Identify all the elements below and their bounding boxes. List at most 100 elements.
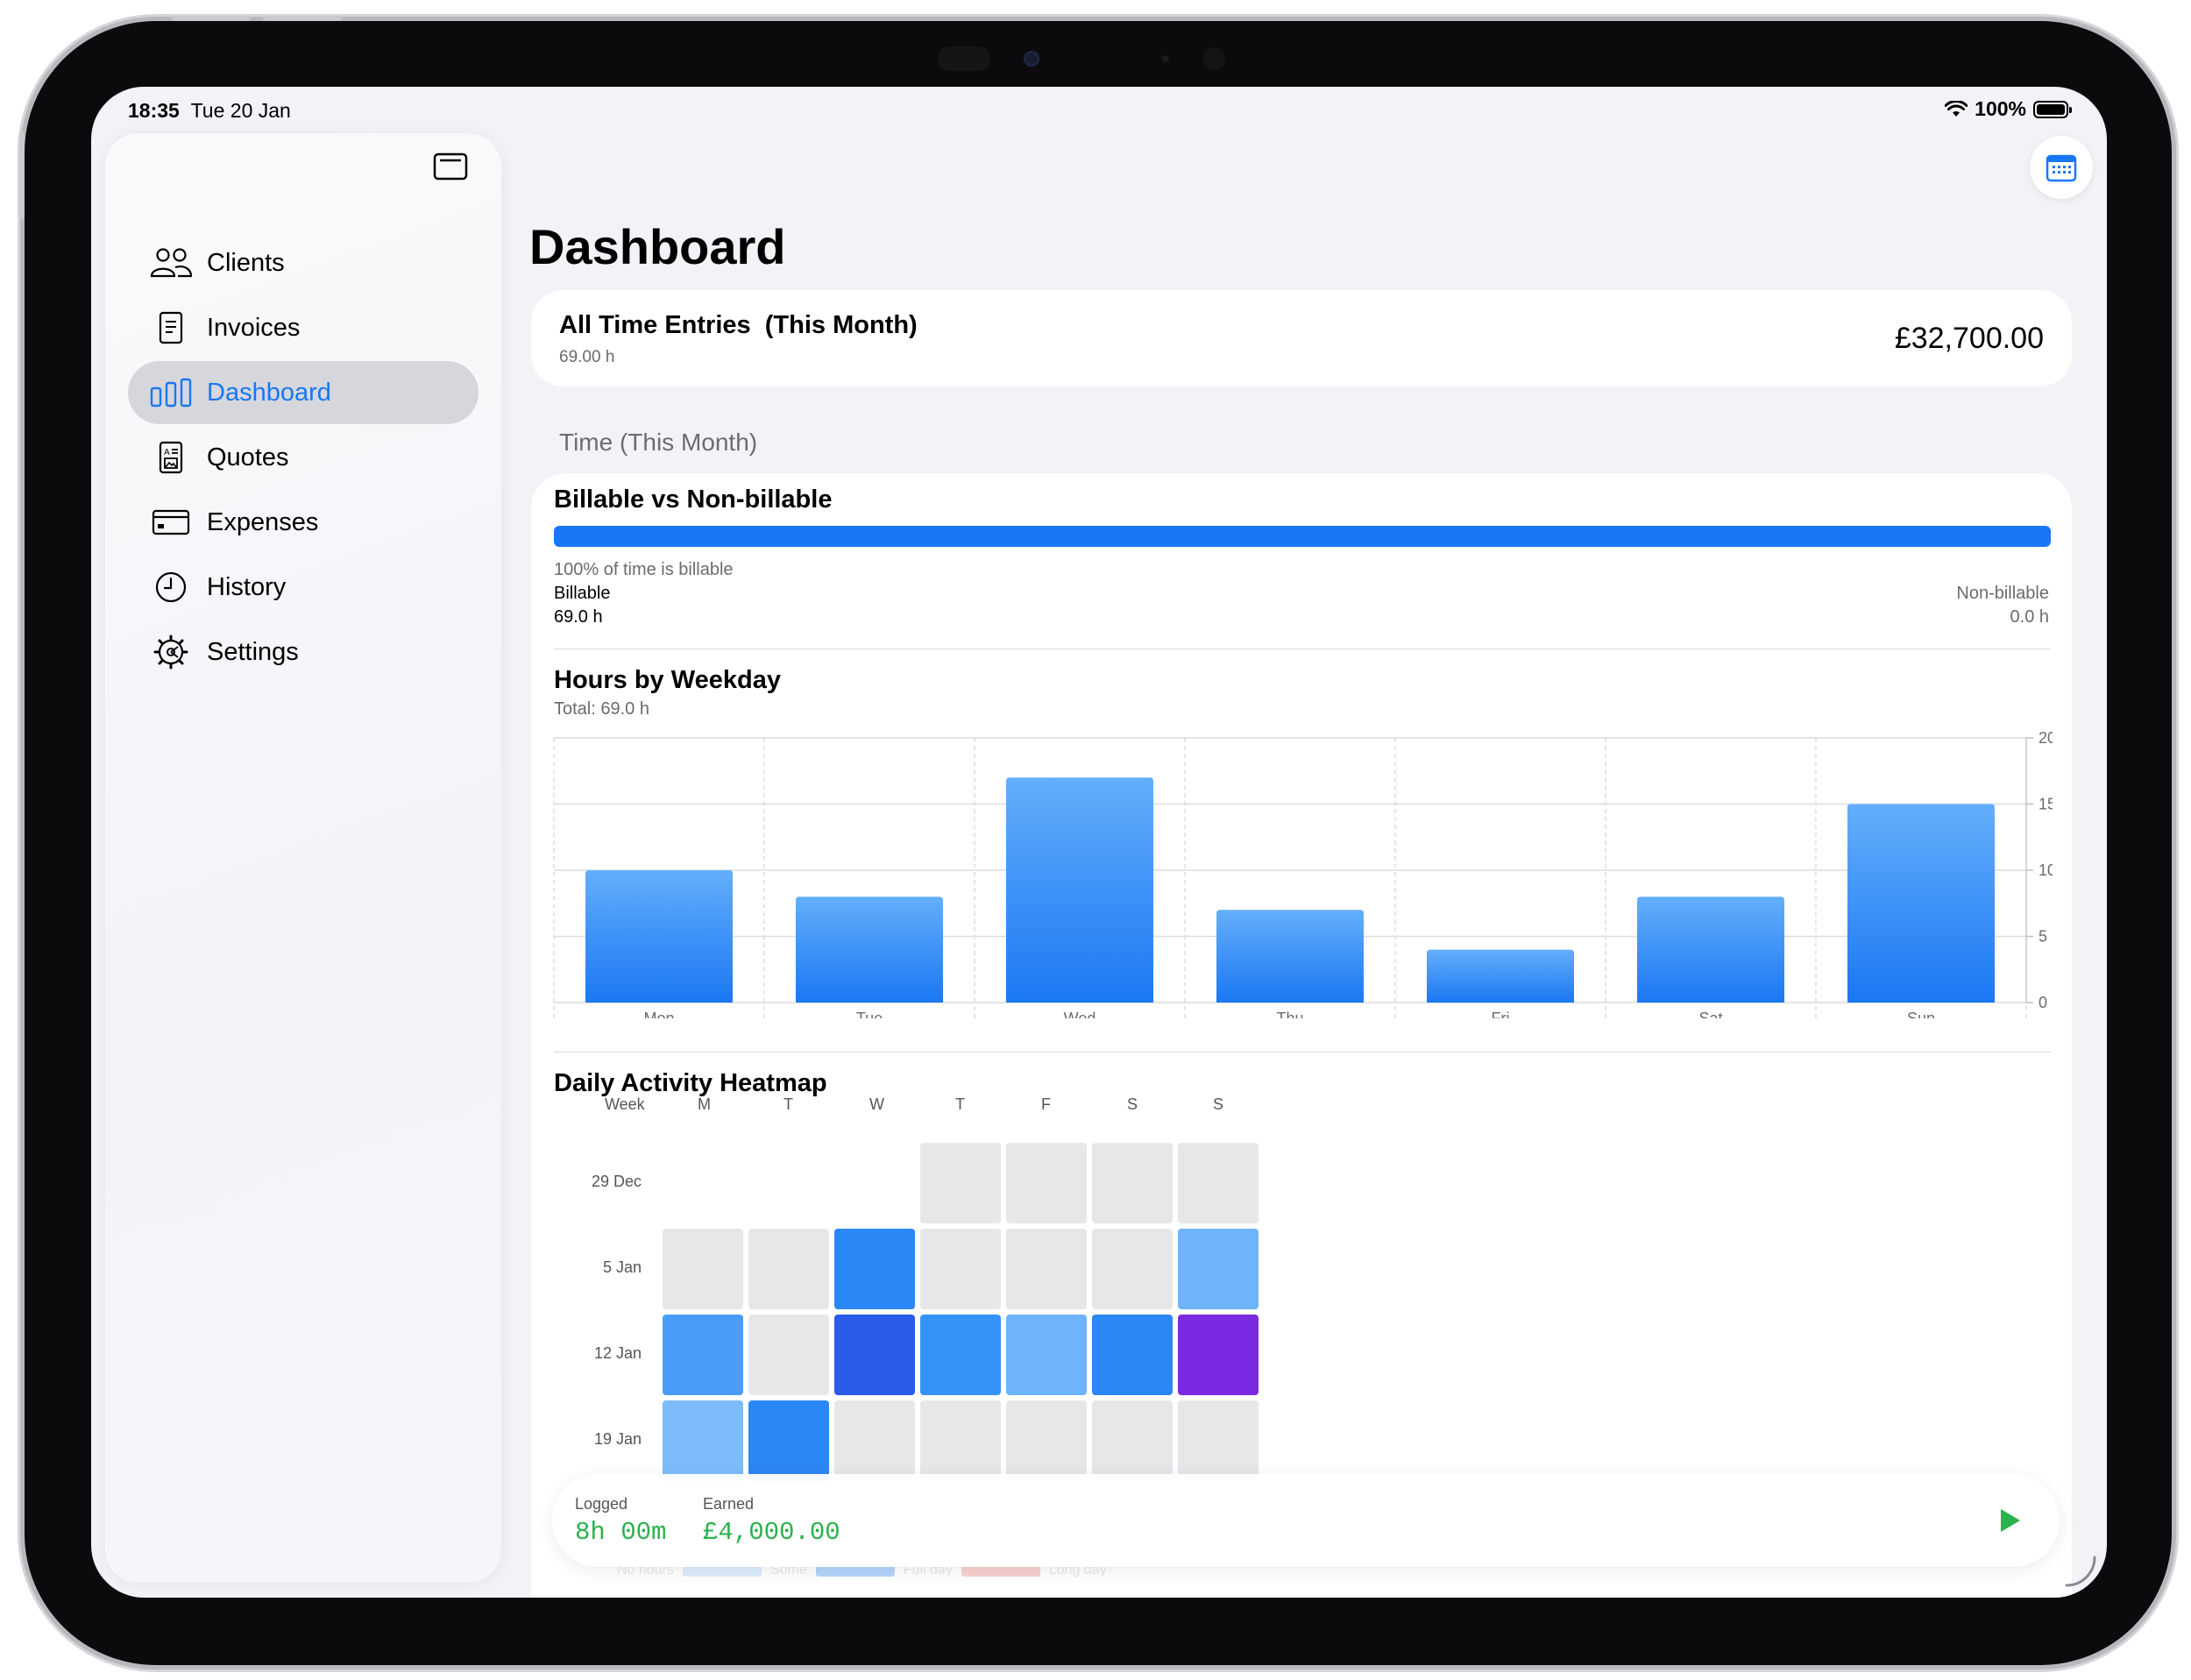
heatmap-cell[interactable] [748, 1315, 829, 1395]
chart-bar [1427, 949, 1574, 1003]
heatmap-heading: Daily Activity Heatmap [554, 1069, 827, 1097]
chart-y-tick-label: 0 [2039, 994, 2047, 1011]
divider [554, 1052, 2051, 1053]
billable-value: 69.0 h [554, 607, 603, 627]
heatmap-cell[interactable] [663, 1315, 743, 1395]
volume-up-button [172, 16, 251, 21]
play-button[interactable] [1996, 1507, 2023, 1534]
calendar-button[interactable] [2030, 136, 2093, 199]
heatmap-cell[interactable] [663, 1400, 743, 1481]
quote-doc-icon: A [149, 440, 193, 475]
chart-bar [796, 897, 943, 1003]
sidebar-item-label: Invoices [207, 313, 301, 342]
calendar-icon [2046, 154, 2077, 182]
billable-percent-text: 100% of time is billable [554, 560, 734, 579]
chart-x-tick-label: Tue [856, 1010, 883, 1018]
section-header: Time (This Month) [559, 429, 758, 456]
heatmap-week-header: Week [605, 1095, 645, 1113]
hours-by-weekday-chart: 0 5 10 15 20 Mon Tue Wed Thu Fri Sat Sun [553, 729, 2053, 1018]
toggle-sidebar-button[interactable] [433, 152, 468, 181]
wifi-icon [1945, 100, 1968, 117]
sidebar-item-settings[interactable]: Settings [128, 620, 479, 684]
main-content: Dashboard All Time Entries (This Month) … [529, 87, 2107, 1598]
summary-amount: £32,700.00 [1894, 322, 2044, 355]
earned-label: Earned [703, 1495, 755, 1513]
earned-value: £4,000.00 [703, 1518, 840, 1547]
heatmap-day-header: T [784, 1095, 793, 1113]
clock-icon [149, 570, 193, 605]
chart-x-tick-label: Mon [643, 1010, 674, 1018]
heatmap-cell[interactable] [1092, 1400, 1173, 1481]
heatmap-cell[interactable] [920, 1400, 1001, 1481]
billable-heading: Billable vs Non-billable [554, 486, 833, 514]
sidebar-nav: Clients Invoices Dashboard A Quotes [128, 231, 479, 685]
heatmap-cell[interactable] [1178, 1229, 1259, 1309]
chart-bar [1637, 897, 1784, 1003]
sidebar-item-label: History [207, 572, 287, 601]
heatmap-cell[interactable] [920, 1229, 1001, 1309]
heatmap-cell[interactable] [748, 1400, 829, 1481]
chart-x-tick-label: Fri [1492, 1010, 1510, 1018]
gear-icon [149, 634, 193, 670]
heatmap-cell[interactable] [1006, 1143, 1087, 1223]
chart-x-tick-label: Sun [1907, 1010, 1935, 1018]
chart-y-tick-label: 10 [2039, 861, 2053, 879]
sidebar: Clients Invoices Dashboard A Quotes [105, 133, 501, 1583]
nonbillable-value: 0.0 h [2010, 607, 2049, 627]
people-icon [149, 245, 193, 280]
credit-card-icon [149, 505, 193, 540]
sidebar-item-clients[interactable]: Clients [128, 231, 479, 294]
chart-y-tick-label: 20 [2039, 729, 2053, 747]
heatmap-cell[interactable] [920, 1315, 1001, 1395]
heatmap-cell[interactable] [1006, 1400, 1087, 1481]
billable-progress-bar [554, 526, 2051, 547]
chart-bar [585, 870, 733, 1003]
heatmap-cell[interactable] [1178, 1143, 1259, 1223]
heatmap-cell[interactable] [1092, 1143, 1173, 1223]
chart-bar [1847, 804, 1995, 1003]
heatmap-week-label: 29 Dec [591, 1173, 642, 1190]
svg-text:A: A [164, 448, 170, 457]
chart-bar-icon [149, 375, 193, 410]
heatmap-cell[interactable] [920, 1143, 1001, 1223]
battery-icon [2033, 100, 2072, 118]
sidebar-item-label: Quotes [207, 443, 289, 471]
play-icon [2001, 1509, 2020, 1532]
summary-title: All Time Entries (This Month) [559, 311, 918, 339]
sidebar-item-label: Expenses [207, 507, 319, 536]
heatmap-cell[interactable] [1092, 1315, 1173, 1395]
heatmap-cell[interactable] [834, 1315, 915, 1395]
sidebar-item-invoices[interactable]: Invoices [128, 296, 479, 359]
sidebar-item-label: Settings [207, 637, 299, 666]
nonbillable-label: Non-billable [1956, 584, 2049, 603]
heatmap-cell[interactable] [663, 1229, 743, 1309]
status-date: Tue 20 Jan [190, 99, 291, 122]
heatmap-cell[interactable] [834, 1400, 915, 1481]
sidebar-toggle-icon [433, 152, 468, 181]
sidebar-item-history[interactable]: History [128, 556, 479, 619]
page-title: Dashboard [529, 219, 786, 274]
status-time-date: 18:35 Tue 20 Jan [128, 99, 291, 123]
timer-bar[interactable]: Logged 8h 00m Earned £4,000.00 [552, 1474, 2060, 1567]
heatmap-cell[interactable] [1178, 1315, 1259, 1395]
status-time: 18:35 [128, 99, 180, 122]
sidebar-item-expenses[interactable]: Expenses [128, 491, 479, 554]
sidebar-item-dashboard[interactable]: Dashboard [128, 361, 479, 424]
logged-label: Logged [575, 1495, 628, 1513]
heatmap-cell[interactable] [748, 1229, 829, 1309]
sidebar-item-quotes[interactable]: A Quotes [128, 426, 479, 489]
status-right: 100% [1945, 97, 2072, 121]
heatmap-cell[interactable] [1092, 1229, 1173, 1309]
heatmap-cell[interactable] [1006, 1229, 1087, 1309]
chart-y-tick-label: 5 [2039, 928, 2047, 946]
weekday-total: Total: 69.0 h [554, 699, 649, 719]
heatmap-cell[interactable] [1006, 1315, 1087, 1395]
heatmap-cell[interactable] [834, 1229, 915, 1309]
all-time-entries-card[interactable]: All Time Entries (This Month) 69.00 h £3… [531, 290, 2072, 386]
resize-handle-icon[interactable] [2063, 1554, 2098, 1589]
time-this-month-card: Billable vs Non-billable 100% of time is… [531, 473, 2072, 1598]
battery-percent: 100% [1975, 97, 2026, 120]
heatmap-cell[interactable] [1178, 1400, 1259, 1481]
document-icon [149, 310, 193, 345]
screen: 18:35 Tue 20 Jan 100% Clients [91, 87, 2107, 1598]
